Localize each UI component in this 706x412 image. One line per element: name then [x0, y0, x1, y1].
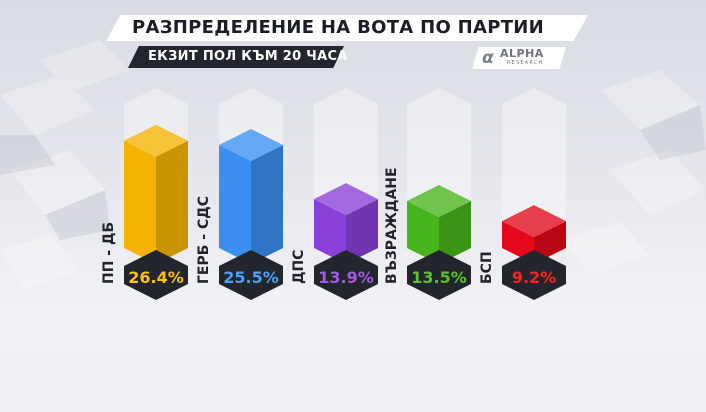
value-plate [124, 250, 188, 300]
logo-tagline: RESEARCH [507, 60, 544, 66]
bar [407, 185, 471, 217]
value-plate [219, 250, 283, 300]
logo-name: ALPHA [500, 47, 544, 60]
alpha-logo-icon: α [482, 48, 494, 68]
chart-title: РАЗПРЕДЕЛЕНИЕ НА ВОТА ПО ПАРТИИ [132, 17, 545, 38]
chart-subtitle: ЕКЗИТ ПОЛ КЪМ 20 ЧАСА [148, 49, 348, 64]
bar-left-face [219, 145, 251, 264]
data-label: 25.5% [223, 268, 279, 287]
logo-badge [472, 47, 566, 69]
title-bar [106, 15, 588, 41]
bar-right-face [346, 199, 378, 264]
data-label: 26.4% [128, 268, 184, 287]
bar-left-face [407, 201, 439, 264]
bar-right-face [439, 201, 471, 264]
bar-left-face [314, 199, 346, 264]
bar-right-face [156, 140, 188, 264]
value-plate [314, 250, 378, 300]
bar-left-face [502, 221, 534, 264]
bar-left-face [124, 140, 156, 264]
category-label: ПП - ДБ [101, 222, 117, 284]
category-label: ВЪЗРАЖДАНЕ [384, 167, 400, 284]
bar-right-face [251, 145, 283, 264]
bar [314, 183, 378, 216]
bar [124, 124, 188, 157]
data-label: 13.5% [411, 268, 467, 287]
data-label: 9.2% [512, 268, 556, 287]
value-plate [407, 250, 471, 300]
bar [502, 205, 566, 238]
category-label: ДПС [291, 250, 307, 284]
bar-right-face [534, 221, 566, 264]
value-plate [502, 250, 566, 300]
data-label: 13.9% [318, 268, 374, 287]
category-label: ГЕРБ - СДС [196, 196, 212, 284]
subtitle-bar [128, 46, 344, 68]
category-label: БСП [479, 251, 495, 284]
bar [219, 129, 283, 161]
